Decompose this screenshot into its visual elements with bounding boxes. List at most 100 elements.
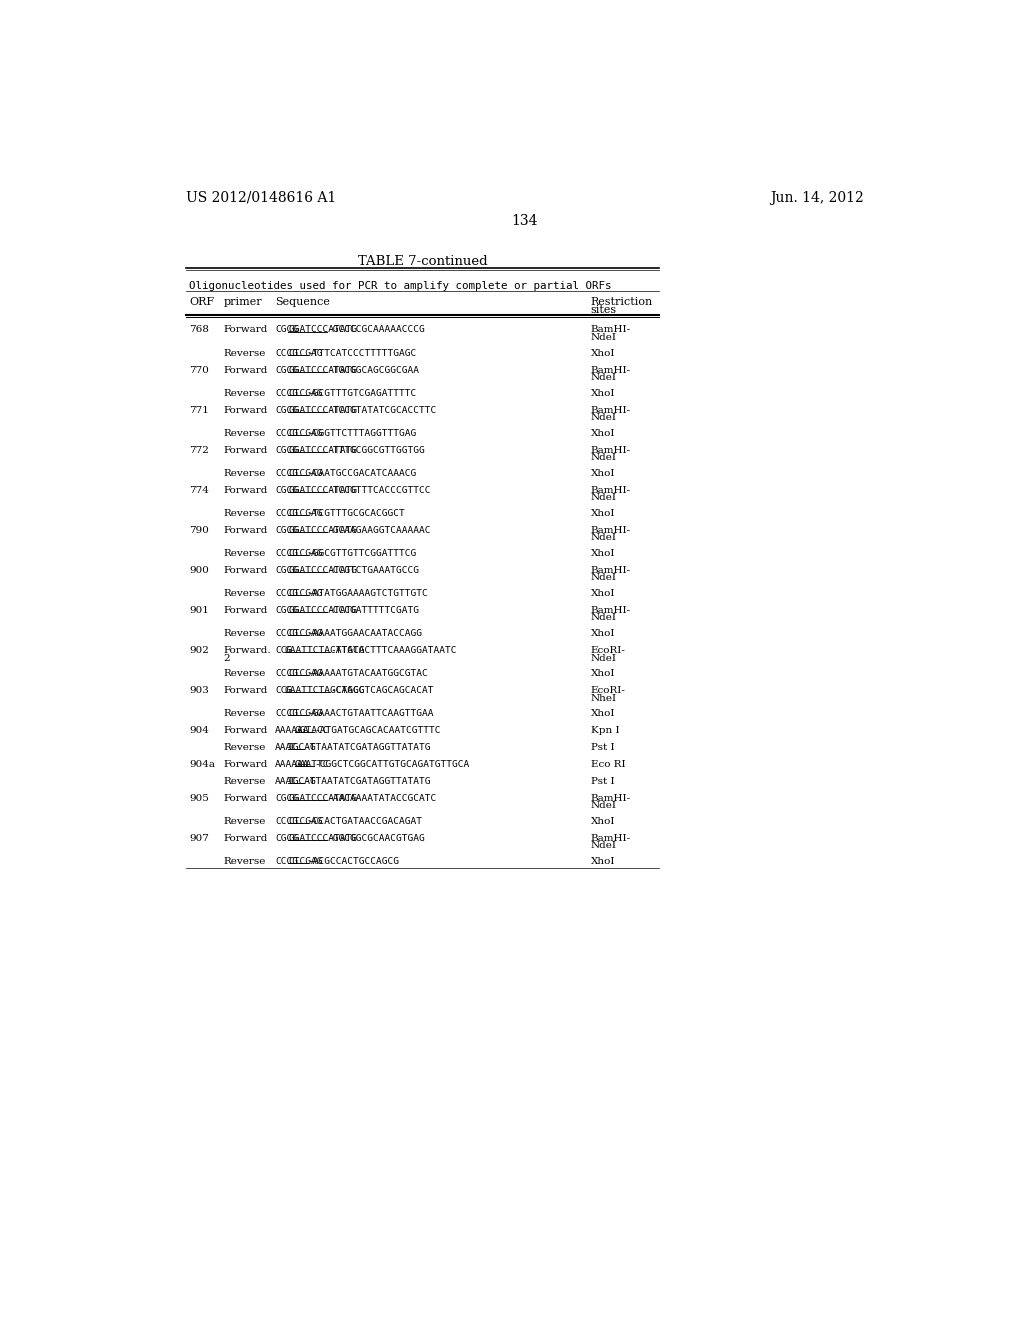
- Text: Forward: Forward: [223, 606, 267, 615]
- Text: 905: 905: [189, 793, 209, 803]
- Text: -CCCGATTTTTCGATG: -CCCGATTTTTCGATG: [327, 606, 419, 615]
- Text: 903: 903: [189, 686, 209, 694]
- Text: XhoI: XhoI: [591, 508, 615, 517]
- Text: 2: 2: [223, 653, 230, 663]
- Text: Reverse: Reverse: [223, 743, 265, 752]
- Text: CCCG: CCCG: [275, 669, 298, 678]
- Text: BamHI-: BamHI-: [591, 405, 631, 414]
- Text: CGCG: CGCG: [275, 566, 298, 574]
- Text: 907: 907: [189, 834, 209, 842]
- Text: XhoI: XhoI: [591, 628, 615, 638]
- Text: GGATCCCATATG: GGATCCCATATG: [288, 486, 357, 495]
- Text: NdeI: NdeI: [591, 374, 616, 383]
- Text: Forward: Forward: [223, 326, 267, 334]
- Text: XhoI: XhoI: [591, 817, 615, 826]
- Text: GGATCCCATATG: GGATCCCATATG: [288, 793, 357, 803]
- Text: Forward: Forward: [223, 486, 267, 495]
- Text: CTCGAG: CTCGAG: [288, 469, 323, 478]
- Text: Forward: Forward: [223, 446, 267, 454]
- Text: BamHI-: BamHI-: [591, 446, 631, 454]
- Text: Kpn I: Kpn I: [591, 726, 620, 735]
- Text: GAATTC: GAATTC: [295, 760, 329, 768]
- Text: EcoRI-: EcoRI-: [591, 645, 626, 655]
- Text: -TTAATATCGATAGGTTATATG: -TTAATATCGATAGGTTATATG: [304, 776, 431, 785]
- Text: CTCGAG: CTCGAG: [288, 549, 323, 558]
- Text: Reverse: Reverse: [223, 549, 265, 558]
- Text: CTCGAG: CTCGAG: [288, 857, 323, 866]
- Text: CTCGAG: CTCGAG: [288, 348, 323, 358]
- Text: NheI: NheI: [591, 693, 616, 702]
- Text: BamHI-: BamHI-: [591, 525, 631, 535]
- Text: Pst I: Pst I: [591, 743, 614, 752]
- Text: GGATCCCATATG: GGATCCCATATG: [288, 366, 357, 375]
- Text: CGCG: CGCG: [275, 366, 298, 375]
- Text: 134: 134: [512, 214, 538, 228]
- Text: Forward: Forward: [223, 760, 267, 768]
- Text: -AAAATGGAACAATACCAGG: -AAAATGGAACAATACCAGG: [307, 628, 423, 638]
- Text: GGATCCCATATG: GGATCCCATATG: [288, 405, 357, 414]
- Text: -CGGCTCGGCATTGTGCAGATGTTGCA: -CGGCTCGGCATTGTGCAGATGTTGCA: [314, 760, 469, 768]
- Text: -TCCGTTTCACCCGTTCC: -TCCGTTTCACCCGTTCC: [327, 486, 430, 495]
- Text: CGCG: CGCG: [275, 486, 298, 495]
- Text: CCCG: CCCG: [275, 628, 298, 638]
- Text: -TGCGGCAGCGGCGAA: -TGCGGCAGCGGCGAA: [327, 366, 419, 375]
- Text: -ACGCCACTGCCAGCG: -ACGCCACTGCCAGCG: [307, 857, 399, 866]
- Text: -TTAATATCGATAGGTTATATG: -TTAATATCGATAGGTTATATG: [304, 743, 431, 752]
- Text: CTCGAG: CTCGAG: [288, 589, 323, 598]
- Text: CCCG: CCCG: [275, 857, 298, 866]
- Text: -ATATGGAAAAGTCTGTTGTC: -ATATGGAAAAGTCTGTTGTC: [307, 589, 428, 598]
- Text: primer: primer: [223, 297, 262, 308]
- Text: CGCG: CGCG: [275, 326, 298, 334]
- Text: CTCGAG: CTCGAG: [288, 709, 323, 718]
- Text: -GCCCCGCAAAAACCCG: -GCCCCGCAAAAACCCG: [327, 326, 425, 334]
- Text: US 2012/0148616 A1: US 2012/0148616 A1: [186, 191, 336, 205]
- Text: CTCGAG: CTCGAG: [288, 817, 323, 826]
- Text: Reverse: Reverse: [223, 388, 265, 397]
- Text: CTCGAG: CTCGAG: [288, 429, 323, 438]
- Text: -GGCGTTGTTCGGATTTCG: -GGCGTTGTTCGGATTTCG: [307, 549, 417, 558]
- Text: Reverse: Reverse: [223, 669, 265, 678]
- Text: Oligonucleotides used for PCR to amplify complete or partial ORFs: Oligonucleotides used for PCR to amplify…: [189, 281, 611, 290]
- Text: TABLE 7-continued: TABLE 7-continued: [357, 255, 487, 268]
- Text: CCG: CCG: [275, 645, 293, 655]
- Text: XhoI: XhoI: [591, 348, 615, 358]
- Text: Reverse: Reverse: [223, 508, 265, 517]
- Text: GGATCCCATATG: GGATCCCATATG: [288, 834, 357, 842]
- Text: GGATCCCATATG: GGATCCCATATG: [288, 566, 357, 574]
- Text: Sequence: Sequence: [275, 297, 330, 308]
- Text: NdeI: NdeI: [591, 333, 616, 342]
- Text: NdeI: NdeI: [591, 653, 616, 663]
- Text: CGCG: CGCG: [275, 446, 298, 454]
- Text: Reverse: Reverse: [223, 628, 265, 638]
- Text: NdeI: NdeI: [591, 614, 616, 623]
- Text: 790: 790: [189, 525, 209, 535]
- Text: -GCGTTTGTCGAGATTTTC: -GCGTTTGTCGAGATTTTC: [307, 388, 417, 397]
- Text: GGTACC: GGTACC: [295, 726, 329, 735]
- Text: -TCCGTATATCGCACCTTC: -TCCGTATATCGCACCTTC: [327, 405, 436, 414]
- Text: Forward: Forward: [223, 793, 267, 803]
- Text: XhoI: XhoI: [591, 469, 615, 478]
- Text: -GGCGGCGCAACGTGAG: -GGCGGCGCAACGTGAG: [327, 834, 425, 842]
- Text: TGCAG: TGCAG: [288, 776, 316, 785]
- Text: Reverse: Reverse: [223, 429, 265, 438]
- Text: GGATCCCATATG: GGATCCCATATG: [288, 606, 357, 615]
- Text: -TTTCATCCCTTTTTGAGC: -TTTCATCCCTTTTTGAGC: [307, 348, 417, 358]
- Text: -ATGATGCAGCACAATCGTTTC: -ATGATGCAGCACAATCGTTTC: [314, 726, 440, 735]
- Text: -CCACTGATAACCGACAGAT: -CCACTGATAACCGACAGAT: [307, 817, 423, 826]
- Text: Reverse: Reverse: [223, 469, 265, 478]
- Text: Forward.: Forward.: [223, 645, 271, 655]
- Text: 770: 770: [189, 366, 209, 375]
- Text: -CAATGCCGACATCAAACG: -CAATGCCGACATCAAACG: [307, 469, 417, 478]
- Text: CGCG: CGCG: [275, 793, 298, 803]
- Text: Restriction: Restriction: [591, 297, 653, 308]
- Text: CCCG: CCCG: [275, 589, 298, 598]
- Text: AAAC: AAAC: [275, 743, 298, 752]
- Text: Reverse: Reverse: [223, 348, 265, 358]
- Text: sites: sites: [591, 305, 616, 314]
- Text: -AAAAATGTACAATGGCGTAC: -AAAAATGTACAATGGCGTAC: [307, 669, 428, 678]
- Text: Forward: Forward: [223, 566, 267, 574]
- Text: GAATTCTAGCTAGC: GAATTCTAGCTAGC: [285, 686, 366, 694]
- Text: XhoI: XhoI: [591, 669, 615, 678]
- Text: CCCG: CCCG: [275, 549, 298, 558]
- Text: Pst I: Pst I: [591, 776, 614, 785]
